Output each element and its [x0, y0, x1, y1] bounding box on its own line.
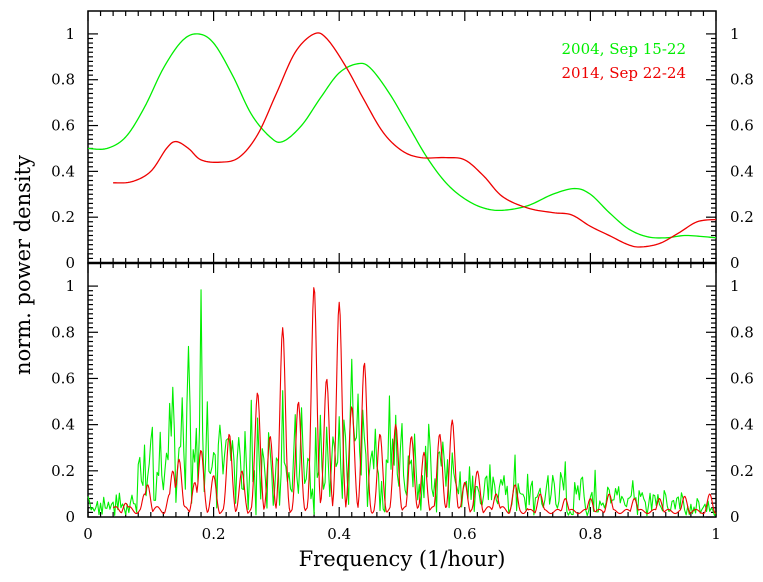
- bottom-series-2014: [112, 287, 717, 515]
- top-series-2014: [113, 32, 717, 248]
- bottom-ytick-label-right: 0: [730, 508, 740, 526]
- top-ytick-label-right: 0.4: [730, 162, 754, 180]
- top-series-2004: [87, 33, 717, 239]
- bottom-panel-ticks: [87, 263, 717, 518]
- top-ytick-label-left: 0.8: [51, 71, 75, 89]
- bottom-ytick-label-right: 0.6: [730, 369, 754, 387]
- xtick-label: 0: [83, 525, 93, 543]
- top-ytick-label-left: 0.4: [51, 162, 75, 180]
- top-ytick-label-right: 1: [730, 25, 740, 43]
- x-tick-labels: 0 0.2 0.4 0.6 0.8 1: [83, 525, 721, 543]
- bottom-panel-tick-labels: 0 0 0.2 0.2 0.4 0.4 0.6 0.6 0.8 0.8 1 1: [51, 277, 754, 526]
- xtick-label: 0.6: [453, 525, 477, 543]
- bottom-ytick-label-left: 0.2: [51, 462, 75, 480]
- top-ytick-label-left: 0.2: [51, 208, 75, 226]
- legend-entry-2014: 2014, Sep 22-24: [562, 64, 686, 82]
- top-ytick-label-right: 0.2: [730, 208, 754, 226]
- bottom-ytick-label-left: 1: [65, 277, 75, 295]
- top-ytick-label-right: 0: [730, 254, 740, 272]
- xtick-label: 0.4: [327, 525, 351, 543]
- y-axis-title: norm. power density: [11, 155, 35, 375]
- xtick-label: 0.8: [578, 525, 602, 543]
- top-panel: 0 0 0.2 0.2 0.4 0.4 0.6 0.6 0.8 0.8 1 1 2004, Sep 1…: [51, 10, 754, 272]
- bottom-ytick-label-left: 0.8: [51, 323, 75, 341]
- xtick-label: 1: [711, 525, 721, 543]
- bottom-ytick-label-left: 0.6: [51, 369, 75, 387]
- top-panel-tick-labels: 0 0 0.2 0.2 0.4 0.4 0.6 0.6 0.8 0.8 1 1: [51, 25, 754, 272]
- legend-entry-2004: 2004, Sep 15-22: [562, 40, 686, 58]
- top-ytick-label-left: 1: [65, 25, 75, 43]
- top-panel-series: [87, 32, 717, 248]
- xtick-label: 0.2: [202, 525, 226, 543]
- bottom-ytick-label-right: 0.8: [730, 323, 754, 341]
- bottom-ytick-label-right: 0.4: [730, 416, 754, 434]
- x-axis-title: Frequency (1/hour): [299, 547, 506, 571]
- bottom-ytick-label-left: 0.4: [51, 416, 75, 434]
- bottom-panel-frame: [87, 262, 717, 518]
- top-ytick-label-left: 0.6: [51, 117, 75, 135]
- top-ytick-label-left: 0: [65, 254, 75, 272]
- bottom-panel-series: [87, 287, 717, 517]
- top-ytick-label-right: 0.6: [730, 117, 754, 135]
- bottom-ytick-label-left: 0: [65, 508, 75, 526]
- bottom-panel: 0 0 0.2 0.2 0.4 0.4 0.6 0.6 0.8 0.8 1 1: [51, 262, 754, 526]
- top-ytick-label-right: 0.8: [730, 71, 754, 89]
- bottom-ytick-label-right: 0.2: [730, 462, 754, 480]
- bottom-ytick-label-right: 1: [730, 277, 740, 295]
